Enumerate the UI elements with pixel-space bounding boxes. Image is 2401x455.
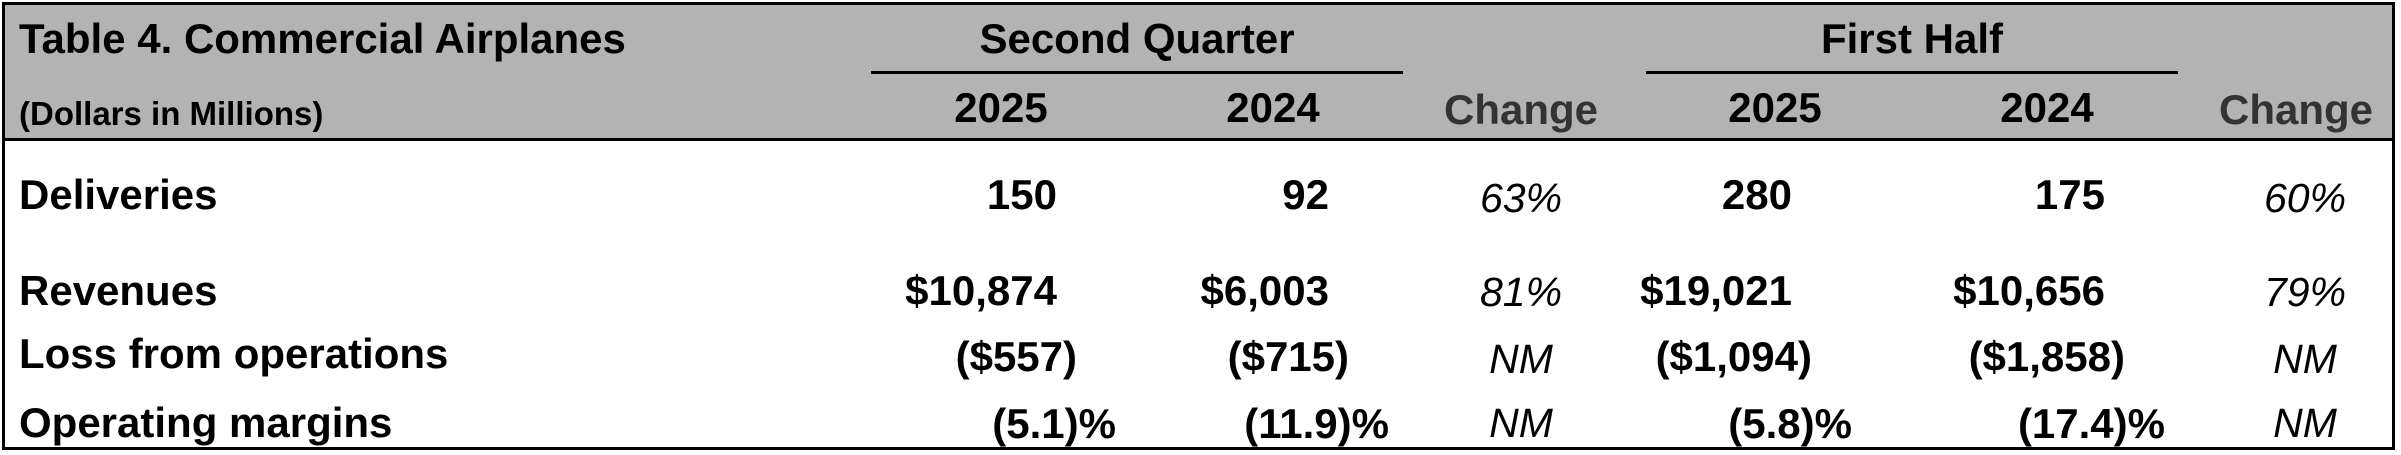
row-label-operating-margins: Operating margins xyxy=(19,399,393,446)
cell-q2-2025: (5.1)% xyxy=(992,400,1116,447)
cell-h1-2025: ($1,094) xyxy=(1655,333,1812,380)
cell-q-change: 81% xyxy=(1479,269,1563,315)
group-rule-second-quarter xyxy=(871,71,1403,74)
cell-h-change: 79% xyxy=(2263,269,2347,315)
cell-q2-2024: (11.9)% xyxy=(1244,400,1389,447)
cell-q-change: NM xyxy=(1489,400,1553,446)
cell-h1-2024: (17.4)% xyxy=(2017,400,2165,447)
group-header-first-half: First Half xyxy=(1820,15,2004,62)
table-header: Table 4. Commercial Airplanes (Dollars i… xyxy=(5,5,2392,141)
col-header-h1-2025: 2025 xyxy=(1728,84,1822,131)
cell-h-change: 60% xyxy=(2263,175,2347,221)
cell-q2-2025: 150 xyxy=(986,171,1057,218)
cell-q2-2024: $6,003 xyxy=(1200,267,1329,314)
col-header-q2-2024: 2024 xyxy=(1226,84,1320,131)
cell-q2-2024: ($715) xyxy=(1227,333,1349,380)
table-subtitle: (Dollars in Millions) xyxy=(19,95,324,132)
cell-h1-2024: ($1,858) xyxy=(1968,333,2125,380)
table-title: Table 4. Commercial Airplanes xyxy=(19,15,626,62)
cell-h1-2025: (5.8)% xyxy=(1728,400,1852,447)
cell-q2-2024: 92 xyxy=(1282,171,1329,218)
cell-h1-2024: 175 xyxy=(2034,171,2105,218)
group-header-second-quarter: Second Quarter xyxy=(979,15,1295,62)
col-header-q-change: Change xyxy=(1443,86,1598,133)
col-header-q2-2025: 2025 xyxy=(954,84,1048,131)
cell-h-change: NM xyxy=(2273,400,2337,446)
row-label-deliveries: Deliveries xyxy=(19,171,218,218)
cell-q-change: 63% xyxy=(1479,175,1563,221)
row-label-loss-from-operations: Loss from operations xyxy=(19,330,449,377)
col-header-h1-2024: 2024 xyxy=(2000,84,2094,131)
cell-q2-2025: $10,874 xyxy=(905,267,1057,314)
cell-h1-2025: 280 xyxy=(1721,171,1792,218)
cell-h1-2024: $10,656 xyxy=(1953,267,2105,314)
group-rule-first-half xyxy=(1646,71,2178,74)
cell-q2-2025: ($557) xyxy=(955,333,1077,380)
row-label-revenues: Revenues xyxy=(19,267,218,314)
col-header-h-change: Change xyxy=(2218,86,2373,133)
cell-h-change: NM xyxy=(2273,336,2337,382)
cell-q-change: NM xyxy=(1489,336,1553,382)
cell-h1-2025: $19,021 xyxy=(1640,267,1792,314)
